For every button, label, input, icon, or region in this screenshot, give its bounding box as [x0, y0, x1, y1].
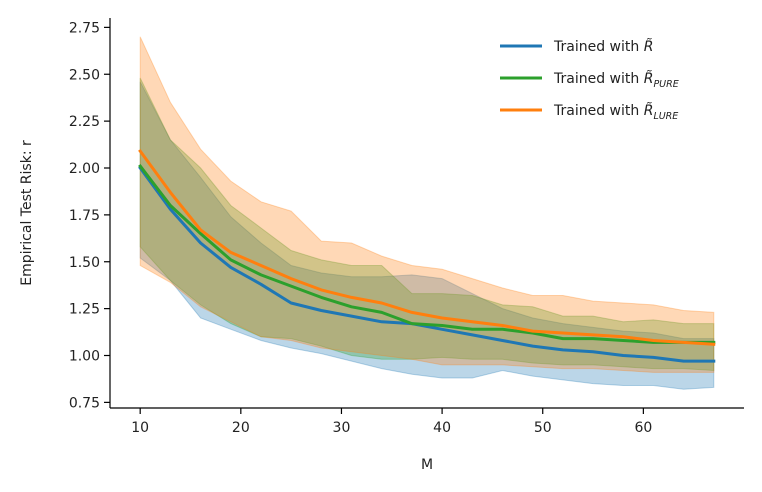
x-tick-label: 10 [131, 420, 149, 436]
y-tick-label: 2.00 [69, 161, 100, 177]
line-pure [138, 163, 716, 344]
legend-item: Trained with R̃PURE [500, 70, 679, 90]
y-tick-label: 2.75 [69, 20, 100, 36]
legend-label: Trained with R̃LURE [553, 102, 678, 122]
y-tick-label: 1.50 [69, 255, 100, 271]
legend-item: Trained with R̃ [500, 38, 653, 55]
x-axis-title: M [421, 457, 433, 473]
legend-label: Trained with R̃ [553, 38, 653, 55]
x-tick-label: 60 [634, 420, 652, 436]
y-tick-label: 2.50 [69, 67, 100, 83]
x-tick-label: 20 [232, 420, 250, 436]
y-tick-label: 0.75 [69, 395, 100, 411]
x-tick-label: 50 [534, 420, 552, 436]
x-tick-label: 40 [433, 420, 451, 436]
line-lure [138, 149, 716, 346]
y-tick-label: 1.25 [69, 302, 100, 318]
legend-label: Trained with R̃PURE [553, 70, 679, 90]
line-r [138, 165, 716, 363]
legend-item: Trained with R̃LURE [500, 102, 678, 122]
y-ticks: 0.75 1.00 1.25 1.50 1.75 2.00 2.25 2.50 2.75 [69, 20, 110, 411]
x-ticks: 10 20 30 40 50 60 [131, 408, 652, 436]
x-tick-label: 30 [333, 420, 351, 436]
band-lure [139, 36, 715, 373]
band-r [139, 81, 715, 390]
y-tick-label: 1.75 [69, 208, 100, 224]
axes [109, 18, 744, 409]
y-tick-label: 2.25 [69, 114, 100, 130]
y-axis-title: Empirical Test Risk: r [19, 140, 35, 286]
series-lines [138, 149, 716, 363]
legend: Trained with R̃ Trained with R̃PURE Traine… [500, 38, 679, 122]
y-tick-label: 1.00 [69, 349, 100, 365]
